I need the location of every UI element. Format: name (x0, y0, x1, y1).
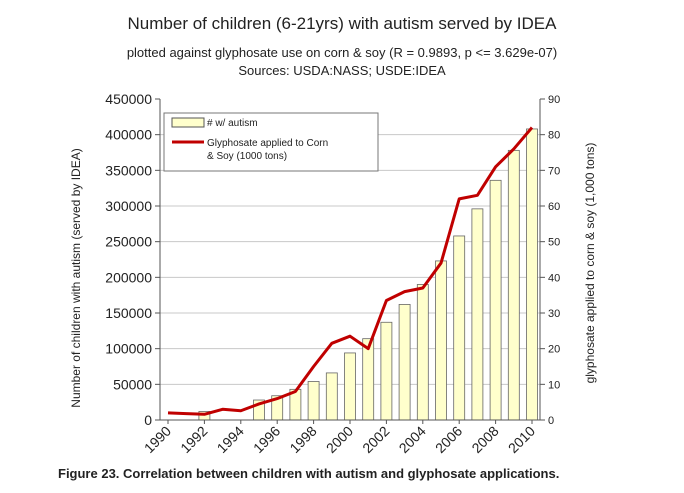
bar (471, 208, 484, 421)
bar-series (198, 128, 538, 421)
glyphosate-line (167, 126, 534, 416)
y2-tick-label: 50 (548, 237, 560, 249)
bar (435, 260, 447, 421)
y-tick-label: 0 (144, 412, 152, 428)
x-tick-label: 1992 (177, 423, 210, 456)
y2-tick-label: 10 (548, 379, 560, 391)
y2-tick-label: 0 (548, 415, 554, 427)
legend: # w/ autism Glyphosate applied to Corn &… (163, 112, 379, 172)
x-tick-label: 1998 (286, 423, 319, 456)
y2-tick-label: 30 (548, 308, 560, 320)
bar (453, 235, 466, 421)
x-tick-label: 2008 (468, 423, 501, 456)
y-tick-label: 450000 (105, 91, 152, 107)
x-tick-label: 1996 (250, 423, 283, 456)
legend-swatch-bar (171, 117, 205, 128)
x-tick-label: 2006 (432, 423, 465, 456)
y-tick-label: 300000 (105, 198, 152, 214)
x-tick-label: 2004 (396, 423, 429, 456)
figure-caption: Figure 23. Correlation between children … (58, 466, 560, 481)
bar (325, 372, 338, 421)
bar (398, 304, 411, 421)
x-tick-label: 2010 (505, 423, 538, 456)
x-tick-label: 2000 (323, 423, 356, 456)
bar (380, 321, 393, 421)
bar (362, 338, 375, 421)
y2-axis-label: glyphosate applied to corn & soy (1,000 … (583, 143, 597, 384)
x-axis-ticks: 1990 1992 1994 1996 1998 2000 2002 2004 2006 2008… (141, 420, 538, 456)
legend-label-bar: # w/ autism (207, 118, 258, 129)
y2-tick-label: 90 (548, 94, 560, 106)
y2-tick-label: 20 (548, 344, 560, 356)
bar (344, 352, 356, 421)
y-tick-label: 250000 (105, 234, 152, 250)
x-tick-label: 2002 (359, 423, 392, 456)
y-tick-label: 350000 (105, 162, 152, 178)
y-axis-label: Number of children with autism (served b… (69, 148, 83, 407)
x-tick-label: 1994 (214, 423, 247, 456)
bar (307, 381, 320, 421)
bar (489, 179, 502, 421)
legend-label-line-1: Glyphosate applied to Corn (207, 138, 328, 149)
legend-label-line: Glyphosate applied to Corn & Soy (1000 t… (207, 138, 331, 162)
bar (507, 149, 520, 421)
left-axis-ticks: 0 50000 100000 150000 200000 250000 300000 3500… (105, 91, 160, 428)
y-tick-label: 400000 (105, 127, 152, 143)
chart-title: Number of children (6-21yrs) with autism… (127, 14, 557, 33)
y2-tick-label: 60 (548, 201, 560, 213)
right-axis-ticks: 0 10 20 30 40 50 60 70 80 90 (540, 94, 560, 427)
y2-tick-label: 40 (548, 272, 560, 284)
legend-label-line-2: & Soy (1000 tons) (207, 151, 287, 162)
line-series (167, 126, 534, 416)
y2-tick-label: 80 (548, 130, 560, 142)
y-tick-label: 150000 (105, 305, 152, 321)
y2-tick-label: 70 (548, 165, 560, 177)
chart-sources: Sources: USDA:NASS; USDE:IDEA (238, 63, 446, 78)
y-tick-label: 50000 (113, 376, 152, 392)
y-tick-label: 200000 (105, 269, 152, 285)
chart-subtitle: plotted against glyphosate use on corn &… (126, 45, 558, 60)
y-tick-label: 100000 (105, 341, 152, 357)
bar (526, 128, 538, 421)
bar (416, 284, 429, 421)
